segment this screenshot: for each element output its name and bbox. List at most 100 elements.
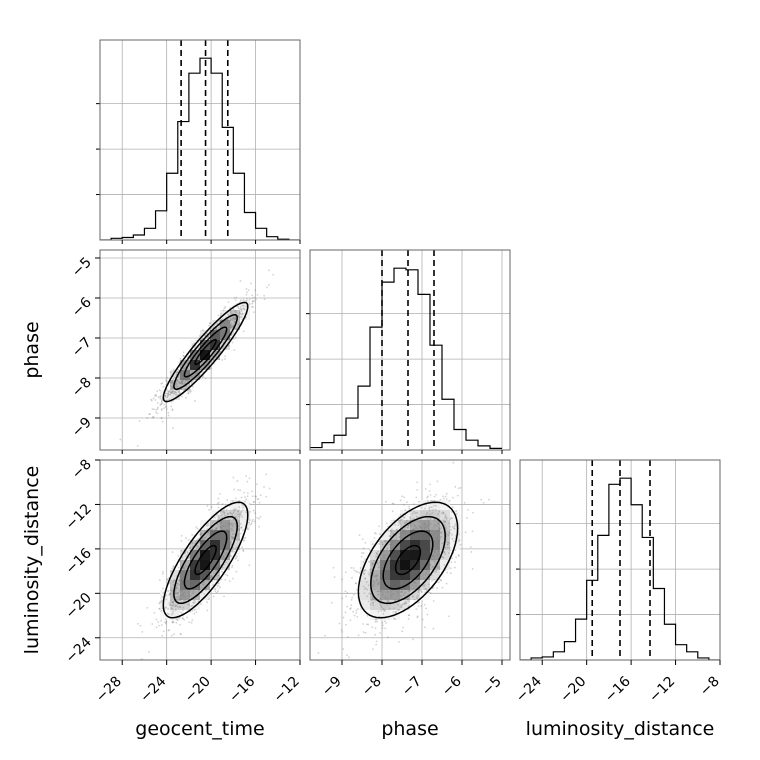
density-cell	[200, 360, 210, 370]
density-cell	[380, 610, 390, 620]
sample-point	[188, 603, 191, 606]
sample-point	[186, 551, 189, 554]
sample-point	[190, 350, 193, 353]
sample-point	[437, 553, 439, 555]
sample-point	[239, 280, 242, 282]
sample-point	[160, 400, 163, 403]
sample-point	[251, 302, 254, 305]
sample-point	[434, 560, 437, 562]
sample-point	[350, 567, 353, 569]
density-cell	[370, 600, 380, 610]
sample-point	[154, 393, 157, 396]
sample-point	[374, 575, 377, 578]
sample-point	[218, 525, 221, 528]
sample-point	[362, 552, 365, 555]
sample-point	[229, 319, 232, 322]
sample-point	[228, 326, 231, 329]
sample-point	[227, 512, 229, 515]
sample-point	[176, 385, 179, 388]
sample-point	[179, 589, 181, 592]
sample-point	[240, 313, 243, 316]
sample-point	[428, 490, 431, 492]
sample-point	[436, 544, 438, 547]
sample-point	[406, 598, 409, 601]
sample-point	[369, 603, 372, 606]
sample-point	[189, 351, 192, 354]
sample-point	[390, 544, 393, 546]
sample-point	[232, 509, 235, 511]
sample-point	[220, 557, 223, 560]
sample-point	[437, 526, 440, 529]
sample-point	[229, 541, 231, 544]
sample-point	[445, 515, 447, 518]
density-cell	[370, 610, 380, 620]
sample-point	[150, 398, 153, 401]
sample-point	[165, 408, 168, 411]
sample-point	[223, 511, 226, 514]
density-cell	[410, 520, 420, 530]
sample-point	[442, 495, 445, 498]
sample-point	[398, 609, 400, 611]
sample-point	[435, 493, 437, 496]
sample-point	[178, 382, 181, 384]
sample-point	[180, 576, 183, 578]
sample-point	[187, 377, 190, 380]
sample-point	[175, 586, 178, 589]
sample-point	[195, 372, 197, 375]
sample-point	[443, 497, 445, 500]
sample-point	[356, 615, 359, 618]
sample-point	[191, 541, 193, 544]
sample-point	[377, 590, 380, 592]
sample-point	[219, 325, 222, 328]
sample-point	[363, 588, 366, 590]
sample-point	[238, 322, 241, 325]
sample-point	[170, 634, 173, 637]
sample-point	[171, 380, 174, 383]
sample-point	[409, 589, 412, 592]
sample-point	[330, 601, 333, 604]
sample-point	[208, 579, 211, 581]
sample-point	[404, 532, 407, 534]
sample-point	[167, 411, 170, 414]
sample-point	[430, 506, 433, 509]
density-cell	[160, 610, 170, 620]
density-cell	[420, 500, 430, 510]
sample-point	[180, 589, 183, 592]
sample-point	[185, 379, 188, 381]
density-cell	[410, 570, 420, 580]
sample-point	[379, 598, 382, 601]
sample-point	[234, 557, 237, 560]
sample-point	[433, 526, 435, 529]
sample-point	[357, 607, 359, 610]
sample-point	[164, 394, 167, 397]
sample-point	[194, 591, 197, 594]
sample-point	[404, 588, 406, 591]
sample-point	[210, 574, 213, 577]
sample-point	[146, 417, 149, 419]
sample-point	[399, 591, 402, 594]
sample-point	[215, 527, 218, 529]
sample-point	[381, 591, 384, 593]
sample-point	[432, 600, 435, 602]
sample-point	[213, 578, 216, 581]
sample-point	[384, 549, 387, 552]
x-axis-label-phase: phase	[381, 718, 438, 740]
sample-point	[183, 599, 185, 602]
sample-point	[181, 374, 183, 376]
sample-point	[214, 568, 217, 571]
sample-point	[166, 612, 169, 615]
sample-point	[229, 324, 232, 326]
sample-point	[226, 543, 228, 546]
y-tick-label: −6	[69, 294, 95, 320]
sample-point	[406, 526, 409, 529]
sample-point	[380, 589, 383, 592]
sample-point	[247, 289, 250, 291]
sample-point	[242, 506, 245, 509]
sample-point	[162, 385, 165, 388]
sample-point	[472, 511, 474, 514]
sample-point	[213, 329, 216, 332]
sample-point	[232, 316, 235, 319]
sample-point	[426, 525, 429, 528]
sample-point	[182, 567, 185, 570]
